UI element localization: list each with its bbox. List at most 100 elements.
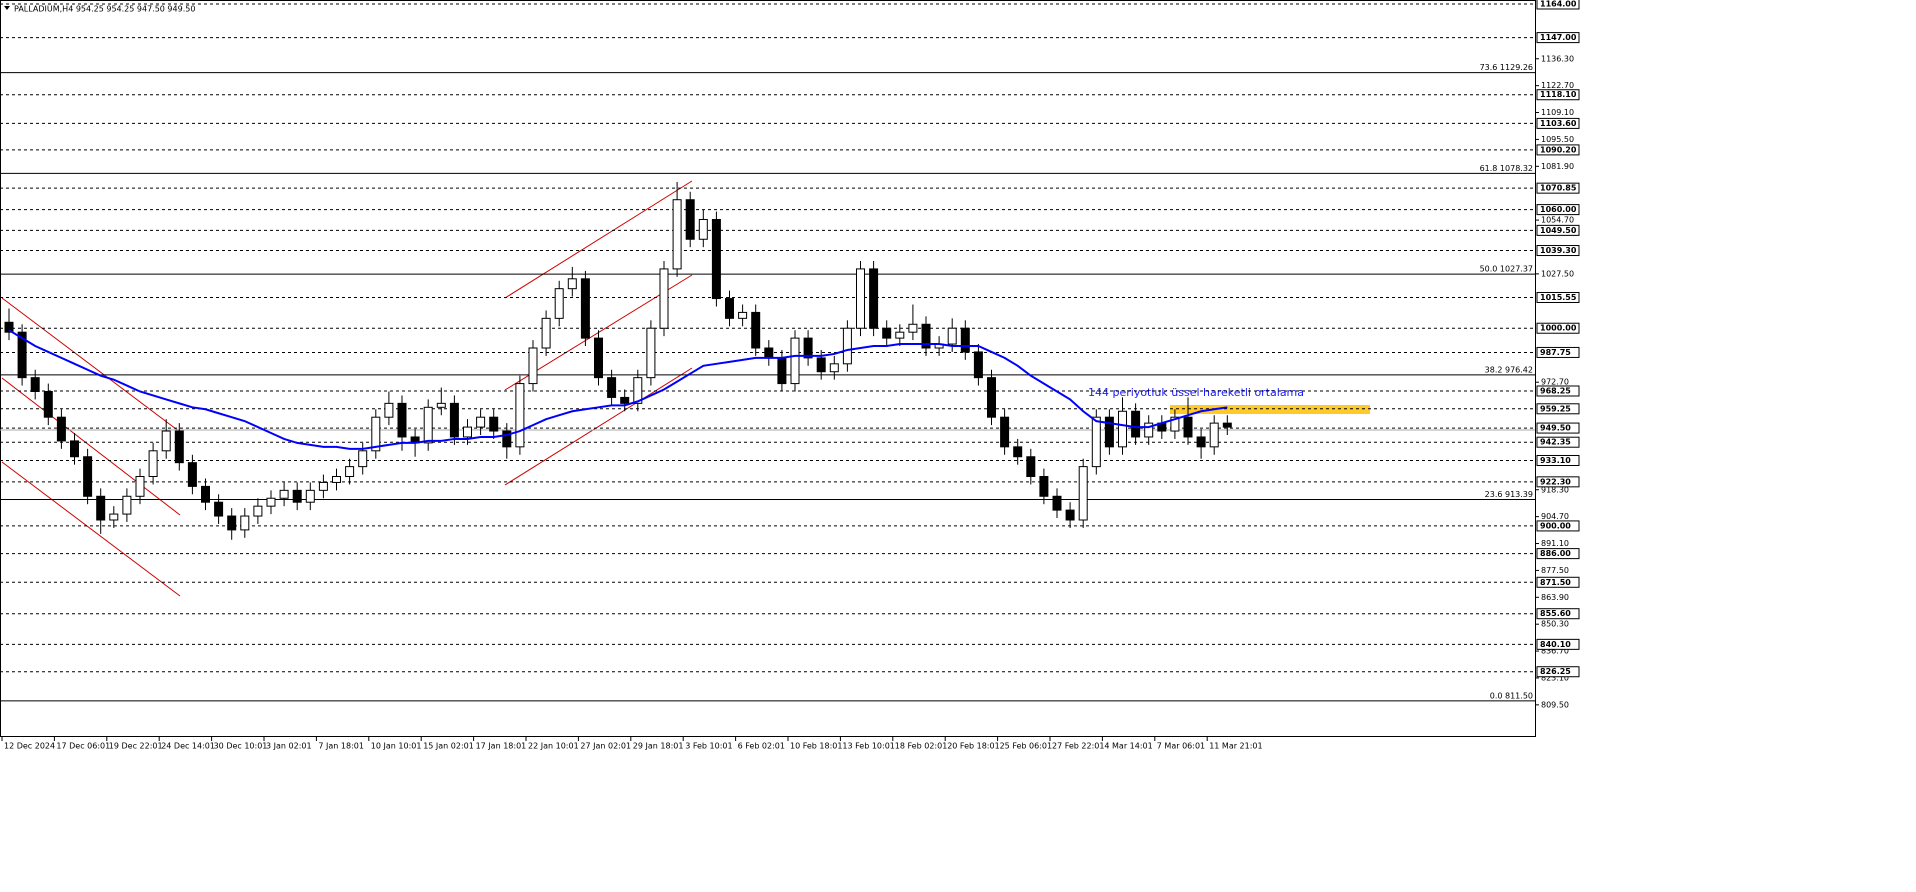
x-tick-label: 17 Dec 06:01	[56, 742, 110, 751]
candle-body	[1183, 416, 1193, 438]
fib-label: 23.6 913.39	[1485, 490, 1533, 499]
candle-body	[30, 377, 40, 392]
x-tick-label: 29 Jan 18:01	[633, 742, 684, 751]
candle-body	[842, 327, 852, 365]
level-label: 871.50	[1540, 578, 1571, 587]
candle-body	[332, 476, 341, 483]
y-tick-label: 850.30	[1541, 620, 1569, 629]
candle-body	[476, 416, 486, 428]
x-tick-label: 10 Feb 18:01	[790, 742, 842, 751]
trend-line	[504, 367, 693, 486]
candle-body	[882, 327, 892, 339]
candle-body	[227, 515, 237, 531]
candle-body	[436, 402, 446, 408]
candle-body	[318, 481, 328, 491]
level-label-box	[1536, 548, 1580, 560]
candle-body	[1209, 422, 1219, 448]
candle-body	[253, 505, 263, 517]
candle-body	[685, 199, 695, 240]
level-label: 1118.10	[1540, 90, 1577, 99]
candle-body	[1026, 456, 1036, 478]
level-label: 933.10	[1540, 456, 1571, 465]
level-label: 1000.00	[1540, 324, 1577, 333]
fib-label: 0.0 811.50	[1490, 691, 1533, 700]
level-label-box	[1536, 476, 1580, 488]
candle-body	[1170, 416, 1180, 432]
candle-body	[895, 331, 905, 339]
x-tick-label: 20 Feb 18:01	[947, 742, 999, 751]
candle-body	[502, 430, 512, 448]
candle-body	[816, 357, 826, 373]
level-label: 1070.85	[1540, 184, 1577, 193]
level-label-box	[1536, 346, 1580, 358]
x-tick-label: 10 Jan 10:01	[371, 742, 422, 751]
annotation: 144 periyotluk üssel hareketli ortalama	[1088, 386, 1304, 399]
level-label: 959.25	[1540, 404, 1571, 413]
candle-body	[214, 501, 224, 517]
candle-body	[148, 450, 158, 478]
x-tick-label: 7 Mar 06:01	[1157, 742, 1205, 751]
x-tick-label: 6 Feb 02:01	[738, 742, 785, 751]
x-tick-label: 17 Jan 18:01	[476, 742, 527, 751]
level-label-box	[1536, 322, 1580, 334]
candle-body	[698, 218, 708, 240]
candle-body	[567, 278, 577, 290]
candle-body	[174, 430, 184, 464]
level-label-box	[1536, 385, 1580, 397]
level-label: 1049.50	[1540, 226, 1577, 235]
y-tick-label: 877.50	[1541, 566, 1569, 575]
resistance-zone	[1170, 405, 1370, 414]
candle-body	[201, 485, 210, 503]
candle-body	[1000, 416, 1010, 448]
x-tick-label: 19 Dec 22:01	[109, 742, 163, 751]
level-label-box	[1536, 144, 1580, 156]
fib-label: 61.8 1078.32	[1480, 164, 1533, 173]
level-label: 900.00	[1540, 521, 1571, 530]
level-label-box	[1536, 224, 1580, 236]
level-label: 1060.00	[1540, 205, 1577, 214]
level-label-box	[1536, 117, 1580, 129]
candle-body	[1196, 436, 1206, 448]
level-label-box	[1536, 32, 1580, 44]
candle-body	[240, 515, 250, 531]
candle-body	[292, 489, 302, 503]
x-tick-label: 11 Mar 21:01	[1209, 742, 1262, 751]
level-label-box	[1536, 182, 1580, 194]
candle-body	[1065, 509, 1075, 521]
candle-body	[580, 278, 590, 339]
y-tick-label: 904.70	[1541, 512, 1569, 521]
candle-body	[83, 456, 93, 497]
x-tick-label: 18 Feb 02:01	[895, 742, 947, 751]
x-tick-label: 27 Feb 22:01	[1052, 742, 1104, 751]
candle-body	[1039, 476, 1049, 497]
candle-body	[345, 466, 355, 478]
x-tick-label: 13 Feb 10:01	[842, 742, 894, 751]
y-tick-label: 1136.30	[1541, 54, 1574, 63]
level-label: 922.30	[1540, 477, 1571, 486]
candle-body	[489, 416, 499, 432]
level-label: 1103.60	[1540, 119, 1577, 128]
candle-body	[1118, 410, 1127, 448]
trend-line	[1, 297, 181, 433]
y-tick-label: 972.70	[1541, 378, 1569, 387]
candle-body	[1013, 446, 1023, 458]
y-tick-label: 809.50	[1541, 700, 1569, 709]
candle-body	[305, 489, 315, 503]
trend-line	[1, 461, 181, 597]
candle-body	[1222, 422, 1232, 428]
candle-body	[1078, 466, 1088, 521]
y-tick-label: 918.30	[1541, 485, 1569, 494]
candle-body	[856, 268, 865, 329]
level-label-box	[1536, 638, 1580, 650]
y-tick-label: 1027.50	[1541, 269, 1574, 278]
candle-body	[463, 426, 472, 438]
candle-body	[56, 416, 66, 442]
candle-body	[921, 323, 931, 349]
level-label: 1039.30	[1540, 246, 1577, 255]
candle-body	[358, 450, 368, 468]
candle-body	[70, 440, 79, 458]
candle-body	[803, 337, 813, 359]
plot-frame	[0, 0, 1536, 737]
level-label-box	[1536, 454, 1580, 466]
